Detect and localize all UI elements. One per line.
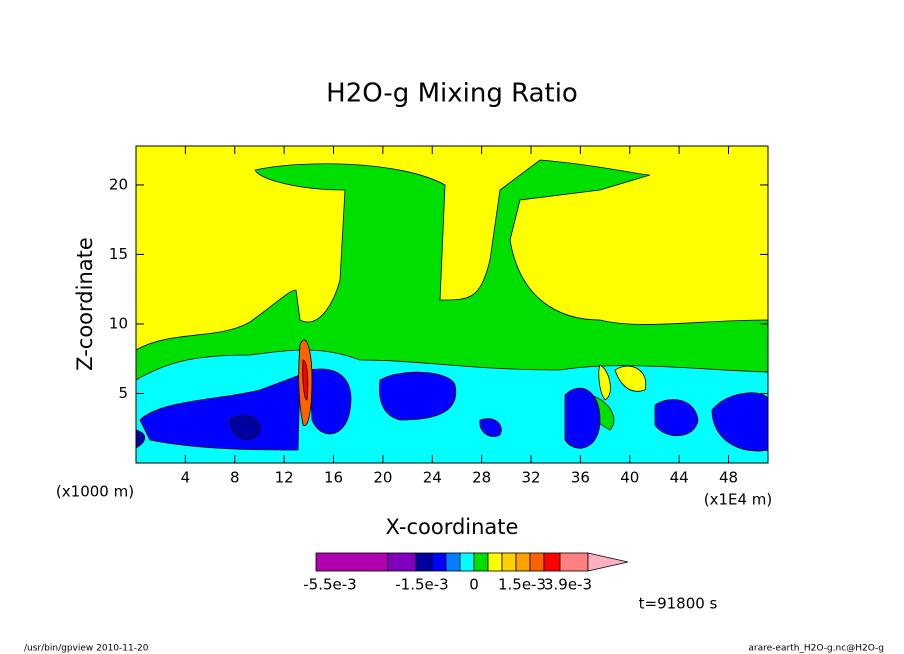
colorbar-cell: [559, 552, 589, 572]
x-axis-label: X-coordinate: [386, 515, 519, 539]
x-tick-label: 20: [373, 469, 392, 487]
colorbar-cell: [473, 552, 489, 572]
colorbar-cell: [501, 552, 517, 572]
x-tick-label: 16: [324, 469, 343, 487]
x-tick-label: 48: [719, 469, 738, 487]
colorbar-cell: [445, 552, 461, 572]
colorbar-tick-label: 3.9e-3: [544, 576, 592, 594]
footer-left: /usr/bin/gpview 2010-11-20: [24, 644, 149, 654]
y-tick-label: 5: [118, 384, 128, 402]
colorbar-cell: [415, 552, 433, 572]
y-tick-label: 10: [109, 314, 128, 332]
x-tick-label: 44: [670, 469, 689, 487]
time-label: t=91800 s: [639, 595, 718, 613]
x-tick-label: 36: [571, 469, 590, 487]
x-tick-label: 4: [181, 469, 191, 487]
x-unit-right: (x1E4 m): [704, 491, 773, 509]
colorbar-cell: [431, 552, 447, 572]
footer-right: arare-earth_H2O-g.nc@H2O-g: [748, 644, 884, 654]
colorbar-cell: [487, 552, 503, 572]
x-tick-label: 32: [521, 469, 540, 487]
colorbar-tick-label: 1.5e-3: [498, 576, 546, 594]
x-tick-label: 12: [275, 469, 294, 487]
x-unit-left: (x1000 m): [56, 483, 134, 501]
colorbar-cell: [529, 552, 545, 572]
contour-field: [136, 146, 768, 463]
colorbar-cell: [459, 552, 475, 572]
colorbar-cell: [543, 552, 561, 572]
plot-frame: [135, 145, 769, 464]
colorbar-tick-label: -1.5e-3: [395, 576, 448, 594]
x-tick-label: 40: [620, 469, 639, 487]
colorbar-cell: [387, 552, 417, 572]
colorbar-extension: [587, 552, 629, 572]
colorbar-cell: [515, 552, 531, 572]
colorbar-tick-label: 0: [469, 576, 479, 594]
colorbar-tick-label: -5.5e-3: [303, 576, 356, 594]
colorbar-cell: [315, 552, 389, 572]
colorbar: -5.5e-3 -1.5e-3 0 1.5e-33.9e-3: [303, 552, 629, 594]
chart-title: H2O-g Mixing Ratio: [326, 79, 578, 109]
y-tick-label: 20: [109, 175, 128, 193]
x-tick-label: 24: [423, 469, 442, 487]
y-axis-label: Z-coordinate: [73, 237, 97, 371]
x-tick-label: 28: [472, 469, 491, 487]
y-tick-label: 15: [109, 245, 128, 263]
x-tick-label: 8: [230, 469, 240, 487]
